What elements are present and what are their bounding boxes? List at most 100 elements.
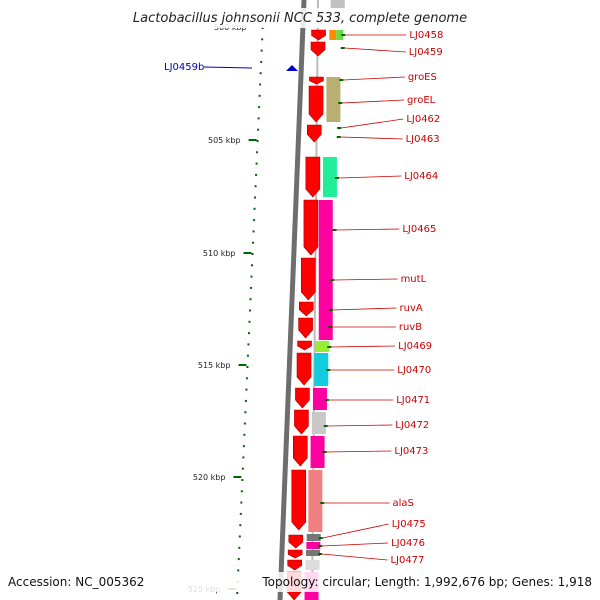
label-anchor [332, 229, 337, 231]
gene-label-lj0477[interactable]: LJ0477 [390, 555, 424, 566]
gene-label-lj0463[interactable]: LJ0463 [406, 134, 440, 145]
gene-arrow[interactable] [298, 317, 313, 339]
gene-arrow[interactable] [288, 534, 304, 549]
leader-line [327, 424, 393, 427]
label-leader-lines [317, 34, 407, 561]
label-anchor [336, 136, 341, 138]
gene-arrow[interactable] [297, 340, 312, 351]
marker-label[interactable]: LJ0459b [164, 62, 204, 73]
gene-arrow[interactable] [311, 29, 326, 41]
category-bar [336, 30, 344, 40]
gene-arrow[interactable] [306, 124, 322, 143]
label-anchor [326, 369, 331, 371]
gene-label-lj0475[interactable]: LJ0475 [392, 519, 426, 530]
topology-text: Topology: circular; Length: 1,992,676 bp… [261, 575, 592, 589]
minor-tick [256, 151, 259, 154]
minor-tick [251, 253, 254, 255]
minor-tick [246, 354, 249, 357]
minor-tick [242, 445, 245, 448]
gene-arrow[interactable] [296, 352, 312, 386]
minor-tick [258, 106, 261, 109]
gene-arrow[interactable] [291, 469, 307, 531]
minor-tick [256, 140, 259, 142]
gene-arrow[interactable] [295, 387, 310, 409]
minor-tick [254, 196, 257, 199]
category-bar [326, 77, 341, 122]
marker-leader-line [203, 66, 253, 69]
minor-tick [240, 501, 243, 504]
label-anchor [328, 326, 333, 328]
minor-tick [243, 422, 246, 425]
label-anchor [340, 47, 345, 49]
leader-line [342, 99, 405, 104]
minor-tick [247, 332, 250, 335]
leader-line [341, 118, 404, 129]
minor-tick [247, 343, 250, 346]
minor-tick [255, 162, 258, 165]
gene-arrow[interactable] [308, 85, 324, 123]
minor-tick [249, 286, 252, 289]
minor-tick [248, 320, 251, 323]
minor-tick [237, 558, 240, 561]
gene-arrow[interactable] [303, 199, 319, 256]
leader-line [340, 136, 403, 140]
gene-label-lj0458[interactable]: LJ0458 [409, 30, 443, 41]
category-bar [306, 550, 321, 556]
gene-label-lj0472[interactable]: LJ0472 [395, 420, 429, 431]
minor-tick [239, 512, 242, 515]
minor-tick [240, 490, 243, 493]
gene-label-ruva[interactable]: ruvA [400, 303, 423, 314]
minor-tick [260, 60, 263, 63]
gene-label-lj0465[interactable]: LJ0465 [402, 224, 436, 235]
gene-arrow[interactable] [299, 301, 314, 317]
gene-label-lj0464[interactable]: LJ0464 [404, 171, 438, 182]
gene-arrow[interactable] [309, 76, 324, 85]
gene-label-lj0459[interactable]: LJ0459 [409, 47, 443, 58]
gene-label-groes[interactable]: groES [408, 72, 437, 83]
minor-tick [241, 467, 244, 470]
leader-line [321, 553, 388, 561]
label-anchor [334, 177, 339, 179]
gene-label-alas[interactable]: alaS [393, 498, 414, 509]
minor-tick [245, 377, 248, 380]
gene-label-mutl[interactable]: mutL [401, 274, 427, 285]
gene-label-lj0473[interactable]: LJ0473 [394, 446, 428, 457]
scale-label: 515 kbp [198, 361, 231, 370]
label-anchor [320, 502, 325, 504]
label-anchor [322, 451, 327, 453]
gene-label-lj0476[interactable]: LJ0476 [391, 538, 425, 549]
minor-tick [248, 309, 251, 312]
gene-arrow[interactable] [287, 549, 303, 559]
minor-tick [239, 524, 242, 527]
minor-tick [261, 38, 264, 41]
gene-arrow[interactable] [287, 559, 303, 571]
gene-label-lj0470[interactable]: LJ0470 [397, 365, 431, 376]
gene-label-ruvb[interactable]: ruvB [399, 322, 422, 333]
gene-arrow[interactable] [305, 156, 321, 198]
minor-tick [246, 366, 249, 368]
label-anchor [324, 399, 329, 401]
minor-tick [242, 456, 245, 459]
leader-line [338, 175, 402, 179]
gene-label-groel[interactable]: groEL [407, 95, 436, 106]
gene-arrow[interactable] [292, 435, 308, 467]
category-bar [306, 534, 321, 541]
gene-label-lj0471[interactable]: LJ0471 [396, 395, 430, 406]
gene-arrow[interactable] [294, 409, 309, 435]
minor-tick [238, 535, 241, 538]
accession-text: Accession: NC_005362 [8, 575, 144, 589]
scale-label: 520 kbp [193, 473, 226, 482]
gene-arrow[interactable] [310, 41, 326, 57]
gene-arrows [286, 29, 326, 600]
minor-tick [259, 72, 262, 75]
backbone-line [277, 0, 307, 600]
label-anchor [337, 127, 342, 129]
map-title: Lactobacillus johnsonii NCC 533, complet… [133, 11, 467, 26]
gene-label-lj0469[interactable]: LJ0469 [398, 341, 432, 352]
leader-line [343, 76, 405, 81]
label-anchor [338, 102, 343, 104]
gene-label-lj0462[interactable]: LJ0462 [406, 114, 440, 125]
gene-arrow[interactable] [300, 257, 316, 301]
